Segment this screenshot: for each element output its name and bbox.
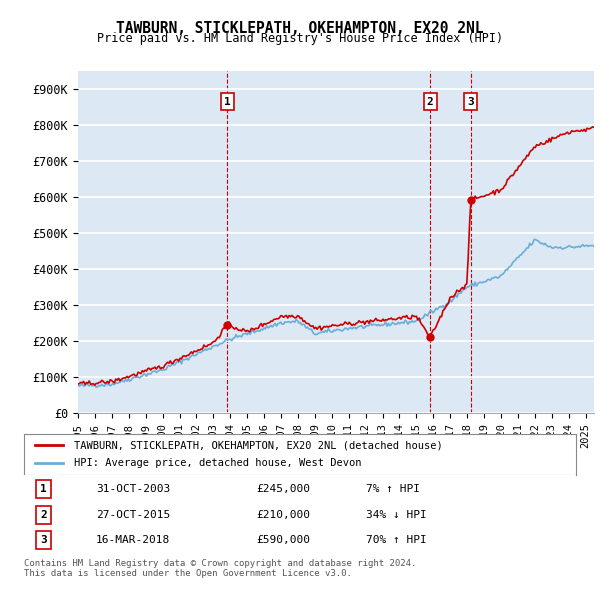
Text: 2: 2: [40, 510, 47, 520]
Text: 70% ↑ HPI: 70% ↑ HPI: [366, 535, 427, 545]
Text: 27-OCT-2015: 27-OCT-2015: [96, 510, 170, 520]
Text: HPI: Average price, detached house, West Devon: HPI: Average price, detached house, West…: [74, 458, 361, 468]
Text: £245,000: £245,000: [256, 484, 310, 494]
Text: 2: 2: [427, 97, 434, 107]
Text: TAWBURN, STICKLEPATH, OKEHAMPTON, EX20 2NL (detached house): TAWBURN, STICKLEPATH, OKEHAMPTON, EX20 2…: [74, 440, 442, 450]
Text: 7% ↑ HPI: 7% ↑ HPI: [366, 484, 420, 494]
Text: 3: 3: [40, 535, 47, 545]
Text: £210,000: £210,000: [256, 510, 310, 520]
Text: 1: 1: [40, 484, 47, 494]
Text: TAWBURN, STICKLEPATH, OKEHAMPTON, EX20 2NL: TAWBURN, STICKLEPATH, OKEHAMPTON, EX20 2…: [116, 21, 484, 35]
Text: 1: 1: [224, 97, 231, 107]
Text: Contains HM Land Registry data © Crown copyright and database right 2024.: Contains HM Land Registry data © Crown c…: [24, 559, 416, 568]
Text: £590,000: £590,000: [256, 535, 310, 545]
Text: Price paid vs. HM Land Registry's House Price Index (HPI): Price paid vs. HM Land Registry's House …: [97, 32, 503, 45]
Text: This data is licensed under the Open Government Licence v3.0.: This data is licensed under the Open Gov…: [24, 569, 352, 578]
Text: 31-OCT-2003: 31-OCT-2003: [96, 484, 170, 494]
Text: 16-MAR-2018: 16-MAR-2018: [96, 535, 170, 545]
Text: 3: 3: [467, 97, 474, 107]
Text: 34% ↓ HPI: 34% ↓ HPI: [366, 510, 427, 520]
